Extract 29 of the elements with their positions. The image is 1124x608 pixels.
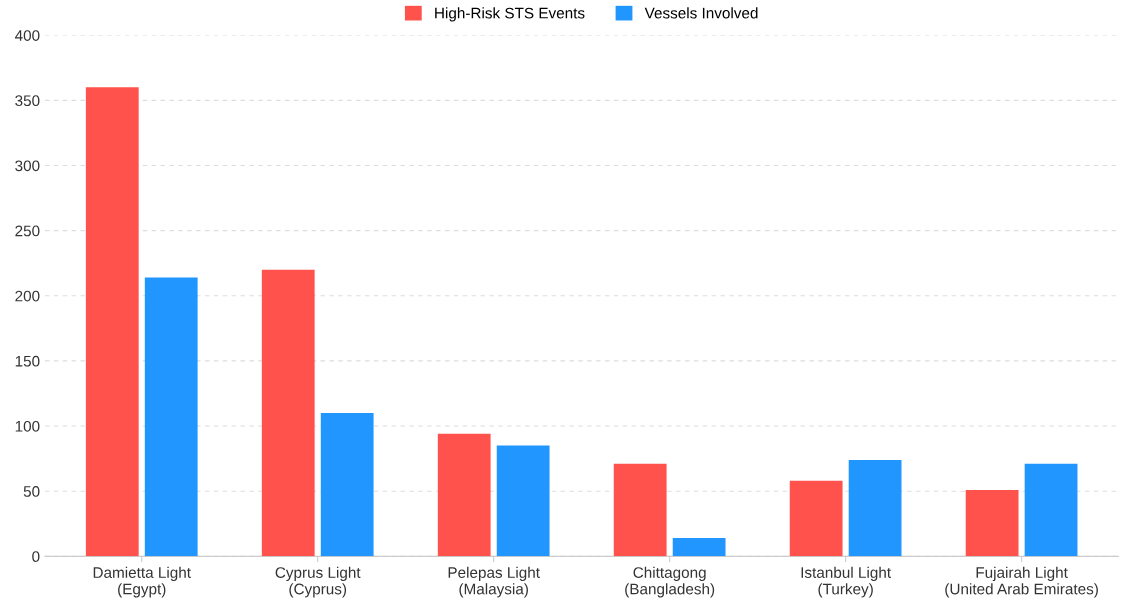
bar: [320, 413, 374, 557]
bar: [85, 87, 139, 557]
legend-label: High-Risk STS Events: [435, 7, 585, 22]
x-tick-label: Pelepas Light (Malaysia): [448, 566, 540, 598]
bar: [437, 433, 491, 557]
y-tick-label: 300: [15, 160, 40, 172]
bar: [965, 489, 1019, 557]
bar: [613, 463, 667, 557]
x-tick-label: Fujairah Light (United Arab Emirates): [945, 566, 1098, 598]
x-tick-label: Damietta Light (Egypt): [93, 566, 191, 598]
x-tick-label: Cyprus Light (Cyprus): [275, 566, 361, 598]
bar: [144, 277, 198, 557]
y-tick-label: 250: [15, 225, 40, 237]
bar: [496, 445, 550, 557]
y-tick-label: 200: [15, 290, 40, 302]
y-tick-label: 0: [32, 551, 40, 563]
bar: [672, 538, 726, 557]
y-tick-label: 100: [15, 420, 40, 432]
y-tick-label: 150: [15, 355, 40, 367]
legend-label: Vessels Involved: [644, 7, 758, 19]
bar: [789, 480, 843, 557]
y-tick-label: 400: [14, 30, 40, 41]
y-tick-label: 350: [15, 95, 40, 107]
x-tick-label: Istanbul Light (Turkey): [801, 566, 891, 598]
x-tick-label: Chittagong (Bangladesh): [625, 566, 715, 598]
bar: [1024, 463, 1078, 557]
bar: [261, 269, 315, 557]
y-tick-label: 50: [23, 486, 40, 497]
bar: [848, 459, 902, 557]
